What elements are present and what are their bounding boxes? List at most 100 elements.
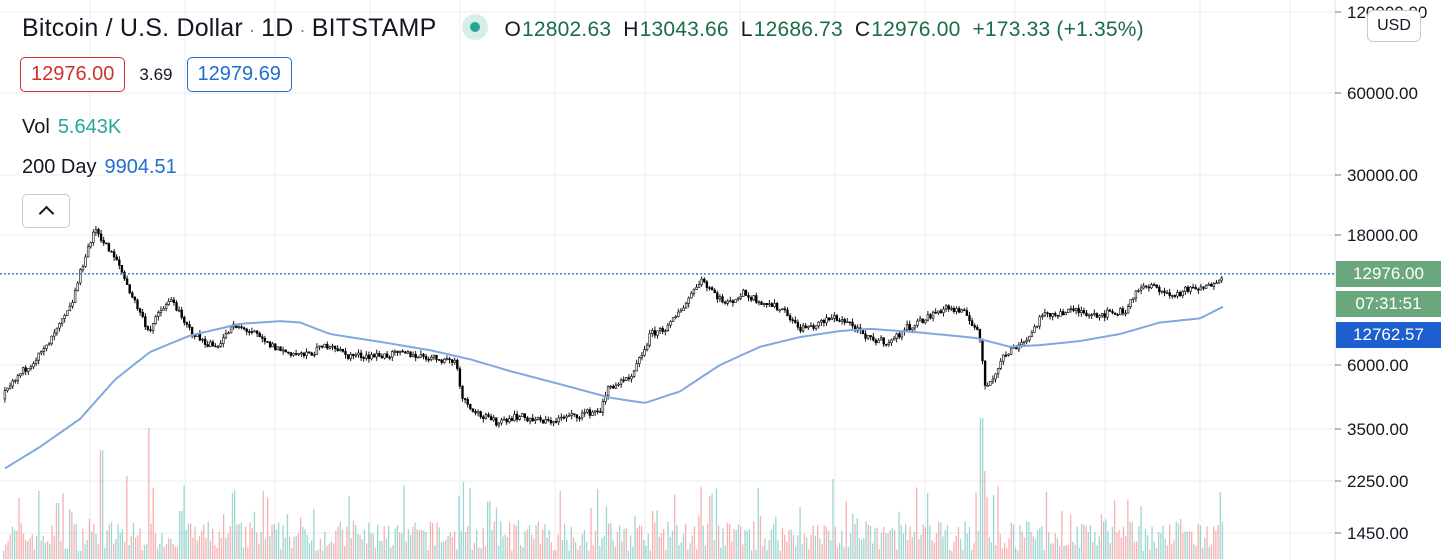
volume-bar [1052, 543, 1054, 559]
volume-bar [863, 538, 865, 559]
volume-bar [1109, 543, 1111, 559]
volume-bar [115, 539, 117, 559]
currency-button[interactable]: USD [1367, 10, 1421, 42]
candle [469, 403, 472, 411]
sell-price-button[interactable]: 12976.00 [20, 57, 126, 92]
candle [79, 268, 82, 286]
volume-bar [601, 537, 603, 559]
candle [926, 311, 930, 322]
candle [947, 304, 950, 312]
volume-bar [1169, 524, 1171, 559]
volume-bar [469, 488, 471, 559]
volume-bar [603, 535, 605, 559]
volume-bar [1061, 511, 1063, 559]
volume-bar [867, 524, 869, 559]
candle [154, 314, 157, 325]
candle [723, 300, 727, 305]
candle [37, 352, 40, 365]
candle [528, 417, 532, 425]
candle [515, 410, 519, 423]
volume-bar [130, 536, 132, 559]
candle [463, 397, 467, 404]
volume-bar [1166, 545, 1169, 559]
volume-bar [416, 529, 418, 559]
candle [209, 339, 212, 348]
candle [505, 418, 508, 425]
volume-bar [570, 527, 572, 559]
candle [513, 410, 516, 422]
volume-bar [847, 546, 850, 559]
candle [417, 356, 420, 359]
volume-bar [656, 510, 658, 559]
collapse-legend-button[interactable] [22, 194, 70, 228]
volume-bar [564, 523, 566, 559]
candle [367, 351, 371, 363]
volume-bar [1215, 530, 1217, 559]
candle [500, 417, 503, 426]
volume-bar [951, 550, 953, 559]
candle [458, 366, 462, 389]
candle [957, 306, 961, 314]
candle [981, 338, 984, 365]
ma-legend[interactable]: 200 Day 9904.51 [22, 156, 177, 179]
volume-bar [113, 543, 115, 559]
candle [313, 351, 316, 358]
candle [167, 298, 170, 306]
volume-bar [355, 525, 357, 559]
volume-bar [852, 513, 854, 559]
candle [435, 354, 438, 363]
candle [50, 335, 53, 346]
candle [398, 350, 402, 356]
volume-bar [788, 529, 790, 559]
interval-label[interactable]: 1D [261, 14, 294, 42]
candle [375, 349, 378, 361]
candle [851, 318, 854, 329]
candle [817, 321, 820, 329]
volume-bar [698, 515, 700, 559]
candle [627, 374, 631, 382]
volume-bar [264, 538, 267, 559]
volume-bar [148, 427, 150, 559]
volume-bar [304, 529, 306, 559]
volume-bar [163, 547, 165, 559]
candle [92, 229, 95, 246]
candle [645, 342, 649, 352]
volume-bar [7, 541, 9, 559]
candle [669, 320, 672, 328]
candle [149, 325, 152, 333]
volume-legend[interactable]: Vol 5.643K [22, 116, 121, 139]
volume-bar [1160, 533, 1162, 559]
volume-bar [205, 537, 207, 559]
volume-bar [425, 532, 427, 559]
volume-bar [36, 535, 38, 559]
volume-bar [900, 524, 902, 559]
candle [453, 357, 456, 365]
volume-bar [986, 496, 988, 559]
candle [929, 313, 932, 320]
volume-bar [203, 524, 205, 559]
spread-value: 3.69 [139, 64, 173, 84]
candle [872, 333, 875, 342]
candle [991, 375, 995, 385]
volume-bar [931, 540, 933, 559]
symbol-name[interactable]: Bitcoin / U.S. Dollar [22, 14, 243, 42]
buy-price-button[interactable]: 12979.69 [186, 57, 292, 92]
candle [853, 324, 857, 333]
candle [812, 323, 815, 331]
volume-bar [1089, 525, 1092, 559]
candle [952, 306, 956, 314]
volume-bar [1177, 523, 1180, 559]
candle [648, 329, 651, 348]
volume-bar [678, 544, 680, 559]
candle [1048, 312, 1052, 320]
volume-bar [489, 501, 491, 559]
volume-bar [47, 541, 49, 559]
volume-bar [971, 550, 973, 559]
last-price-tag: 12976.00 [1336, 261, 1441, 287]
candle [206, 340, 209, 348]
volume-bar [715, 488, 718, 559]
volume-bar [16, 530, 18, 559]
volume-bar [913, 531, 916, 559]
volume-bar [64, 548, 66, 559]
